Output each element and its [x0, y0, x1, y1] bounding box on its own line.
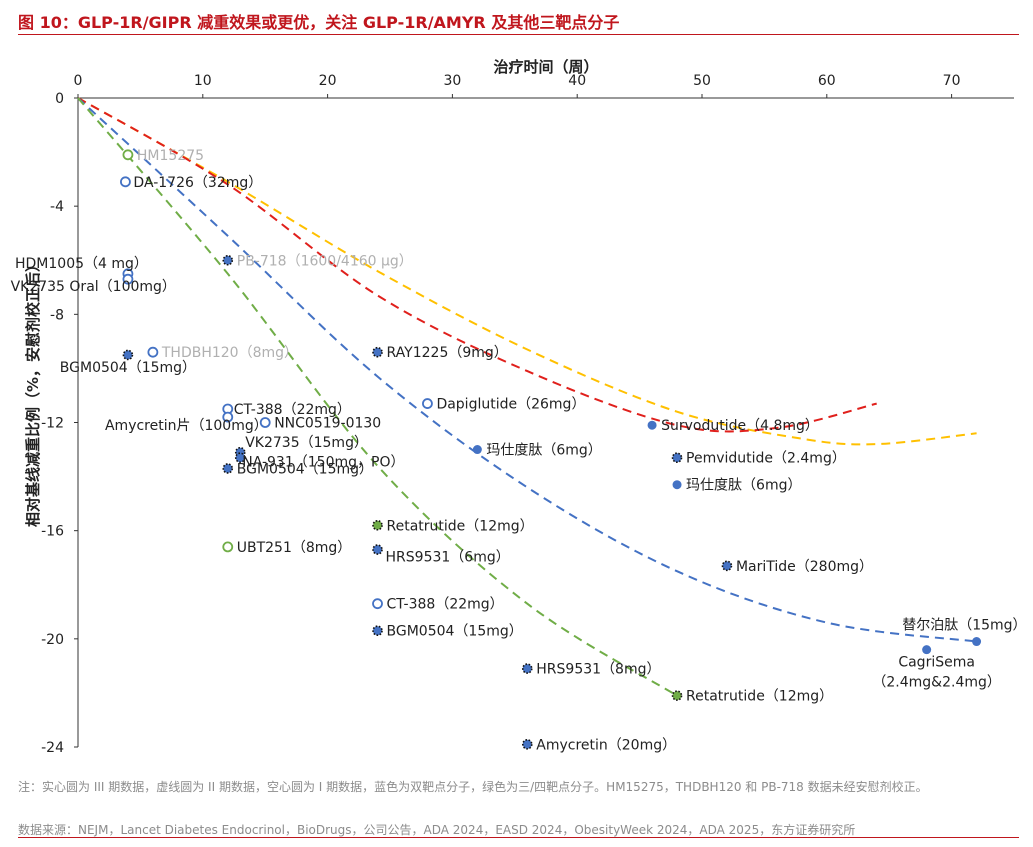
trend-curves [77, 97, 977, 697]
data-label: DA-1726（32mg） [133, 175, 262, 191]
y-tick-label: -12 [41, 416, 64, 432]
data-point [222, 463, 234, 474]
y-tick-label: -16 [41, 524, 64, 540]
data-point [521, 738, 533, 750]
data-point [472, 445, 482, 455]
data-point [721, 560, 733, 572]
data-label: Pemvidutide（2.4mg） [686, 451, 846, 467]
data-point [922, 645, 932, 655]
data-points [120, 149, 982, 750]
figure-title: 图 10：GLP-1R/GIPR 减重效果或更优，关注 GLP-1R/AMYR … [18, 13, 620, 32]
data-label: HRS9531（8mg） [536, 662, 660, 678]
data-point [372, 598, 383, 610]
data-point [372, 346, 383, 358]
data-label: Amycretin片（100mg） [105, 418, 268, 434]
data-point [222, 411, 234, 423]
data-label: NNC0519-0130 [274, 416, 381, 432]
data-point [422, 398, 433, 409]
x-axis-title: 治疗时间（周） [493, 58, 598, 76]
data-label: Survodutide（4.8mg） [661, 418, 819, 434]
x-tick-label: 0 [74, 73, 83, 89]
data-point [120, 176, 131, 188]
data-label: Retatrutide（12mg） [686, 689, 833, 705]
data-label: BGM0504（15mg） [237, 461, 373, 477]
data-label: Amycretin（20mg） [536, 737, 676, 753]
data-label: RAY1225（9mg） [387, 345, 508, 361]
data-point [671, 452, 683, 463]
trend-curve-yellow [77, 97, 977, 446]
x-tick-label: 40 [568, 73, 586, 89]
data-label: HDM1005（4 mg） [15, 256, 148, 272]
footer-divider [18, 837, 1019, 838]
data-label: 玛仕度肽（6mg） [686, 478, 801, 494]
data-point [234, 452, 246, 463]
data-label: UBT251（8mg） [237, 540, 352, 556]
y-tick-label: 0 [55, 91, 64, 107]
data-point [521, 663, 533, 674]
data-label: THDBH120（8mg） [161, 345, 298, 361]
data-point [259, 417, 271, 428]
x-tick-label: 20 [319, 73, 337, 89]
scatter-chart: 0 10 20 30 40 50 60 70 0 -4 -8 -12 -16 -20 -24 HM15275… [11, 58, 1027, 756]
y-tick-label: -8 [50, 307, 64, 323]
data-point [372, 519, 383, 531]
y-axis-title: 相对基线减重比例（%，安慰剂校正后） [24, 257, 42, 527]
data-label: HM15275 [137, 148, 204, 164]
data-label: Dapiglutide（26mg） [436, 397, 585, 413]
y-tick-label: -4 [50, 199, 64, 215]
data-point [147, 346, 159, 358]
data-source: 数据来源：NEJM，Lancet Diabetes Endocrinol，Bio… [18, 823, 856, 837]
x-tick-label: 70 [943, 73, 961, 89]
figure-note: 注：实心圆为 III 期数据，虚线圆为 II 期数据，空心圆为 I 期数据，蓝色… [18, 780, 928, 794]
title-divider [18, 34, 1019, 35]
data-point [122, 273, 134, 285]
data-point [222, 541, 234, 553]
data-label: NA-931（150mg，PO） [242, 455, 404, 471]
data-label: BGM0504（15mg） [60, 360, 196, 376]
data-point [372, 544, 383, 555]
data-label: VK2735（15mg） [245, 435, 368, 451]
y-tick-label: -24 [41, 740, 64, 756]
data-label: CagriSema [898, 655, 975, 671]
data-point [372, 625, 383, 637]
chart-axes: 0 10 20 30 40 50 60 70 0 -4 -8 -12 -16 -20 -24 [41, 73, 1014, 756]
data-point [672, 480, 682, 490]
x-tick-label: 10 [194, 73, 212, 89]
data-label: 玛仕度肽（6mg） [486, 443, 601, 459]
data-label: 替尔泊肽（15mg） [902, 618, 1026, 634]
trend-curve-red [77, 97, 877, 433]
x-tick-label: 50 [693, 73, 711, 89]
trend-curve-green [77, 97, 678, 697]
point-labels: HM15275 DA-1726（32mg） PB-718（1600/4160 μg）… [11, 148, 1027, 754]
data-label: BGM0504（15mg） [387, 624, 523, 640]
data-label: VK2735 Oral（100mg） [11, 279, 176, 295]
x-tick-label: 30 [443, 73, 461, 89]
data-label: HRS9531（6mg） [386, 550, 510, 566]
data-label: MariTide（280mg） [736, 559, 873, 575]
data-point [972, 637, 982, 647]
data-point [222, 254, 234, 266]
data-point [647, 420, 657, 430]
data-label: （2.4mg&2.4mg） [872, 675, 1001, 691]
y-tick-label: -20 [41, 632, 64, 648]
data-point [122, 149, 134, 161]
data-point [671, 690, 683, 701]
data-point [122, 349, 134, 361]
data-label: PB-718（1600/4160 μg） [237, 253, 413, 269]
data-label: CT-388（22mg） [234, 402, 351, 418]
data-label: Retatrutide（12mg） [387, 518, 534, 534]
data-label: CT-388（22mg） [387, 597, 504, 613]
x-tick-label: 60 [818, 73, 836, 89]
trend-curve-blue [77, 97, 977, 643]
